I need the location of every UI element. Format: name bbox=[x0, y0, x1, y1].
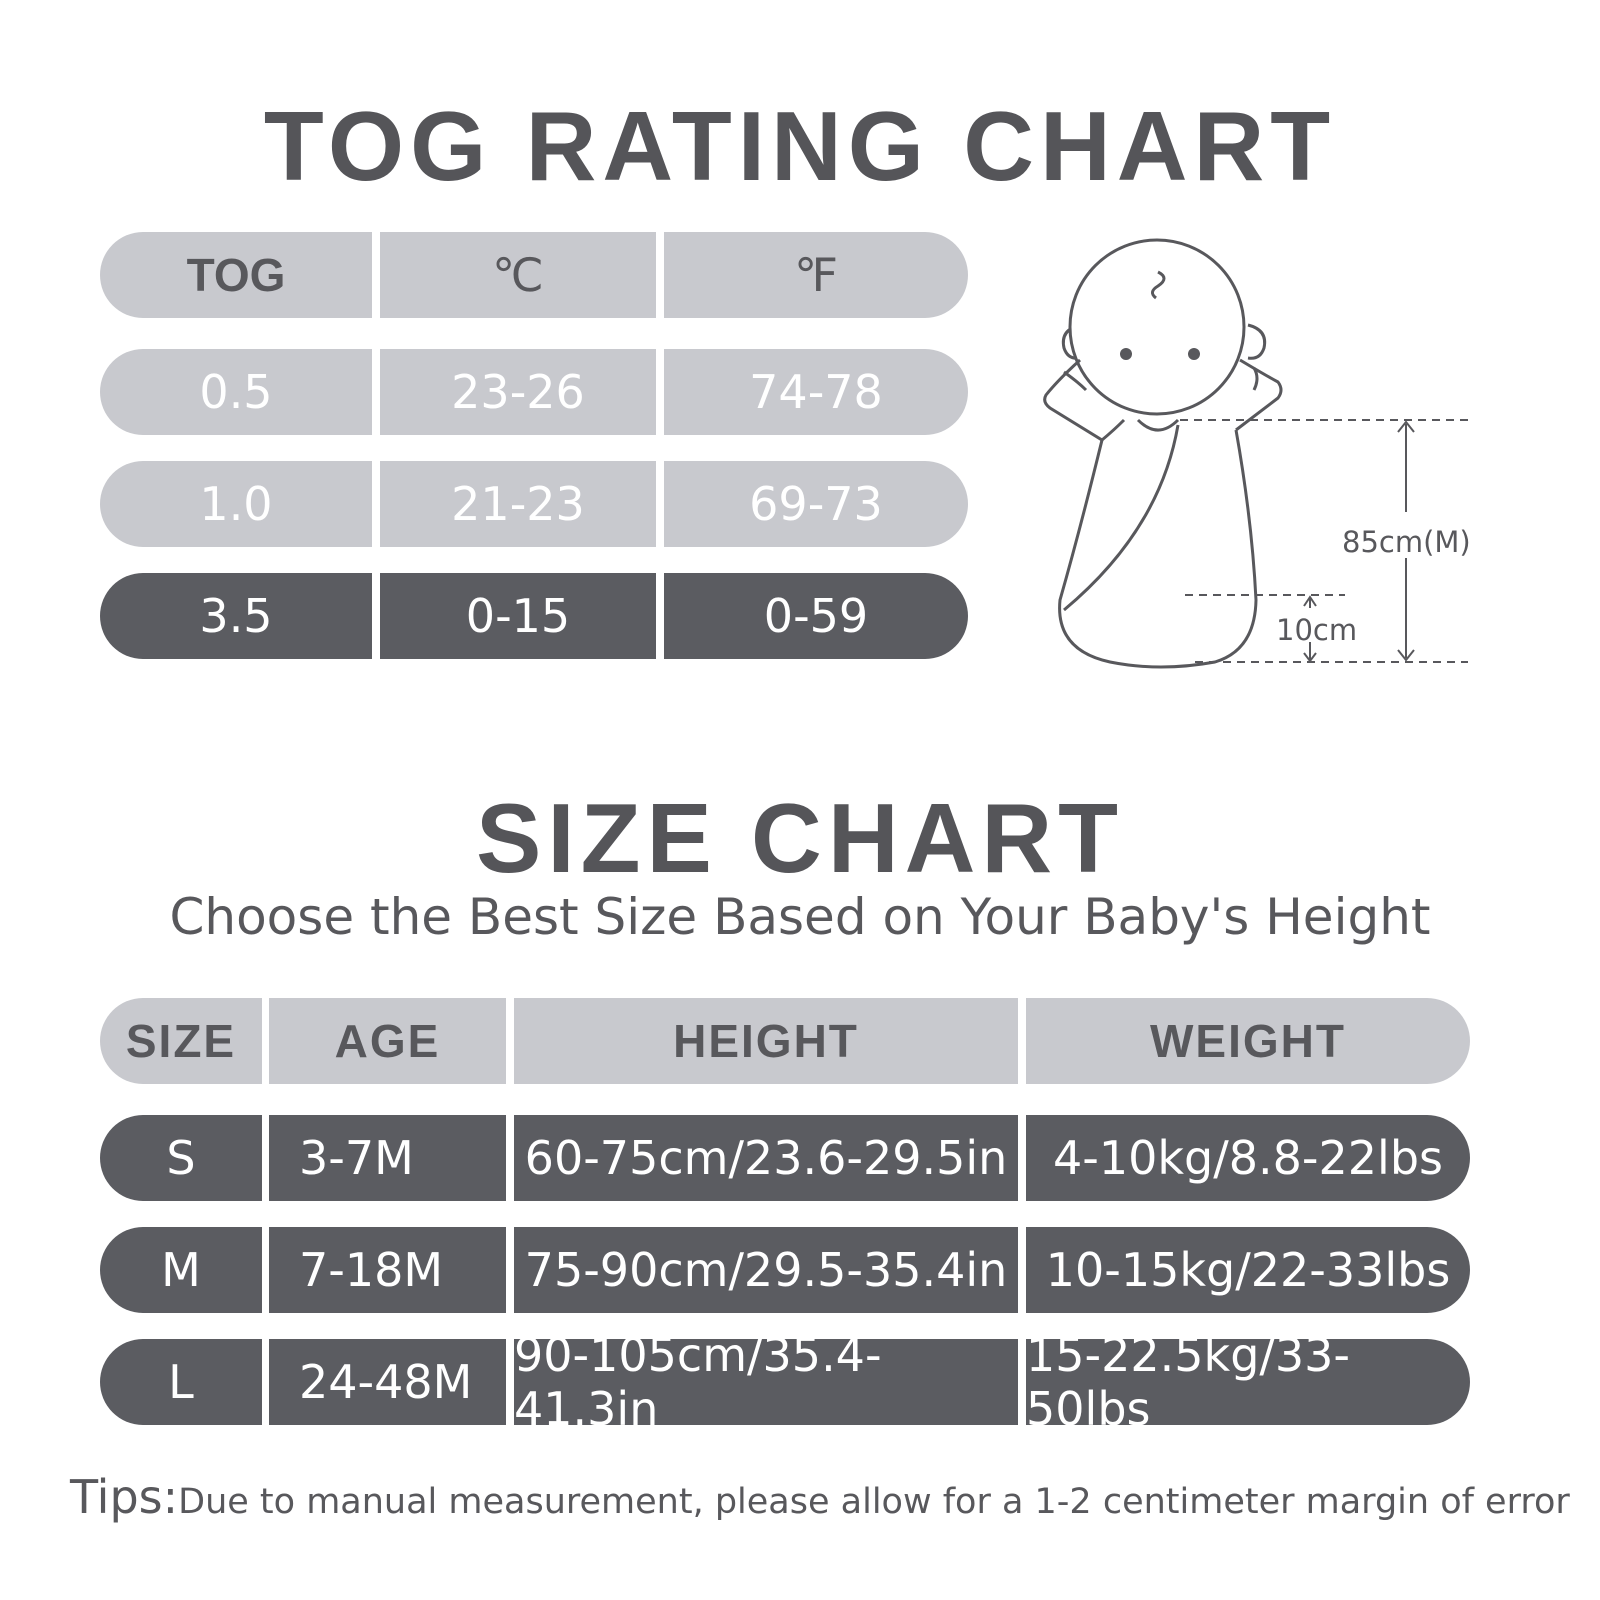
size-age: 24-48M bbox=[269, 1339, 506, 1425]
dimension-lines bbox=[1180, 419, 1468, 663]
size-height: 60-75cm/23.6-29.5in bbox=[514, 1115, 1018, 1201]
tog-fahrenheit: 69-73 bbox=[664, 461, 968, 547]
size-label: S bbox=[100, 1115, 262, 1201]
tog-fahrenheit: 74-78 bbox=[664, 349, 968, 435]
size-header-row: SIZE AGE HEIGHT WEIGHT bbox=[100, 998, 1470, 1084]
size-label: M bbox=[100, 1227, 262, 1313]
size-header-age: AGE bbox=[269, 998, 506, 1084]
baby-left-eye bbox=[1120, 348, 1132, 360]
size-row: L 24-48M 90-105cm/35.4-41.3in 15-22.5kg/… bbox=[100, 1328, 1470, 1436]
size-weight: 15-22.5kg/33-50lbs bbox=[1026, 1328, 1470, 1436]
tog-row: 0.5 23-26 74-78 bbox=[100, 349, 968, 435]
tog-row: 3.5 0-15 0-59 bbox=[100, 573, 968, 659]
tog-celsius: 21-23 bbox=[380, 461, 656, 547]
size-chart-title: SIZE CHART bbox=[476, 783, 1124, 893]
size-age: 7-18M bbox=[269, 1227, 506, 1313]
total-length-label: 85cm(M) bbox=[1342, 525, 1471, 559]
size-height: 90-105cm/35.4-41.3in bbox=[514, 1328, 1018, 1436]
size-label: L bbox=[100, 1339, 262, 1425]
bottom-margin-label: 10cm bbox=[1276, 613, 1357, 647]
tog-value: 1.0 bbox=[100, 461, 372, 547]
tog-value: 0.5 bbox=[100, 349, 372, 435]
size-header-size: SIZE bbox=[100, 998, 262, 1084]
size-weight: 10-15kg/22-33lbs bbox=[1026, 1227, 1470, 1313]
tips-lead: Tips: bbox=[70, 1470, 179, 1524]
tog-header-row: TOG ℃ ℉ bbox=[100, 232, 968, 318]
tog-header-tog: TOG bbox=[100, 232, 372, 318]
tog-value: 3.5 bbox=[100, 573, 372, 659]
size-row: S 3-7M 60-75cm/23.6-29.5in 4-10kg/8.8-22… bbox=[100, 1115, 1470, 1201]
size-weight: 4-10kg/8.8-22lbs bbox=[1026, 1115, 1470, 1201]
tog-header-fahrenheit: ℉ bbox=[664, 232, 968, 318]
tog-fahrenheit: 0-59 bbox=[664, 573, 968, 659]
tips-note: Tips:Due to manual measurement, please a… bbox=[70, 1470, 1570, 1524]
tog-chart-title: TOG RATING CHART bbox=[263, 91, 1337, 201]
size-row: M 7-18M 75-90cm/29.5-35.4in 10-15kg/22-3… bbox=[100, 1227, 1470, 1313]
tog-celsius: 23-26 bbox=[380, 349, 656, 435]
size-age: 3-7M bbox=[269, 1115, 506, 1201]
baby-sleep-sack-illustration: 85cm(M) 10cm bbox=[1043, 238, 1471, 669]
tog-celsius: 0-15 bbox=[380, 573, 656, 659]
tog-row: 1.0 21-23 69-73 bbox=[100, 461, 968, 547]
size-header-height: HEIGHT bbox=[514, 998, 1018, 1084]
size-chart-subtitle: Choose the Best Size Based on Your Baby'… bbox=[169, 888, 1431, 946]
tog-header-celsius: ℃ bbox=[380, 232, 656, 318]
size-header-weight: WEIGHT bbox=[1026, 998, 1470, 1084]
baby-right-eye bbox=[1188, 348, 1200, 360]
baby-figure bbox=[1043, 238, 1283, 669]
size-height: 75-90cm/29.5-35.4in bbox=[514, 1227, 1018, 1313]
tips-text: Due to manual measurement, please allow … bbox=[178, 1482, 1570, 1522]
